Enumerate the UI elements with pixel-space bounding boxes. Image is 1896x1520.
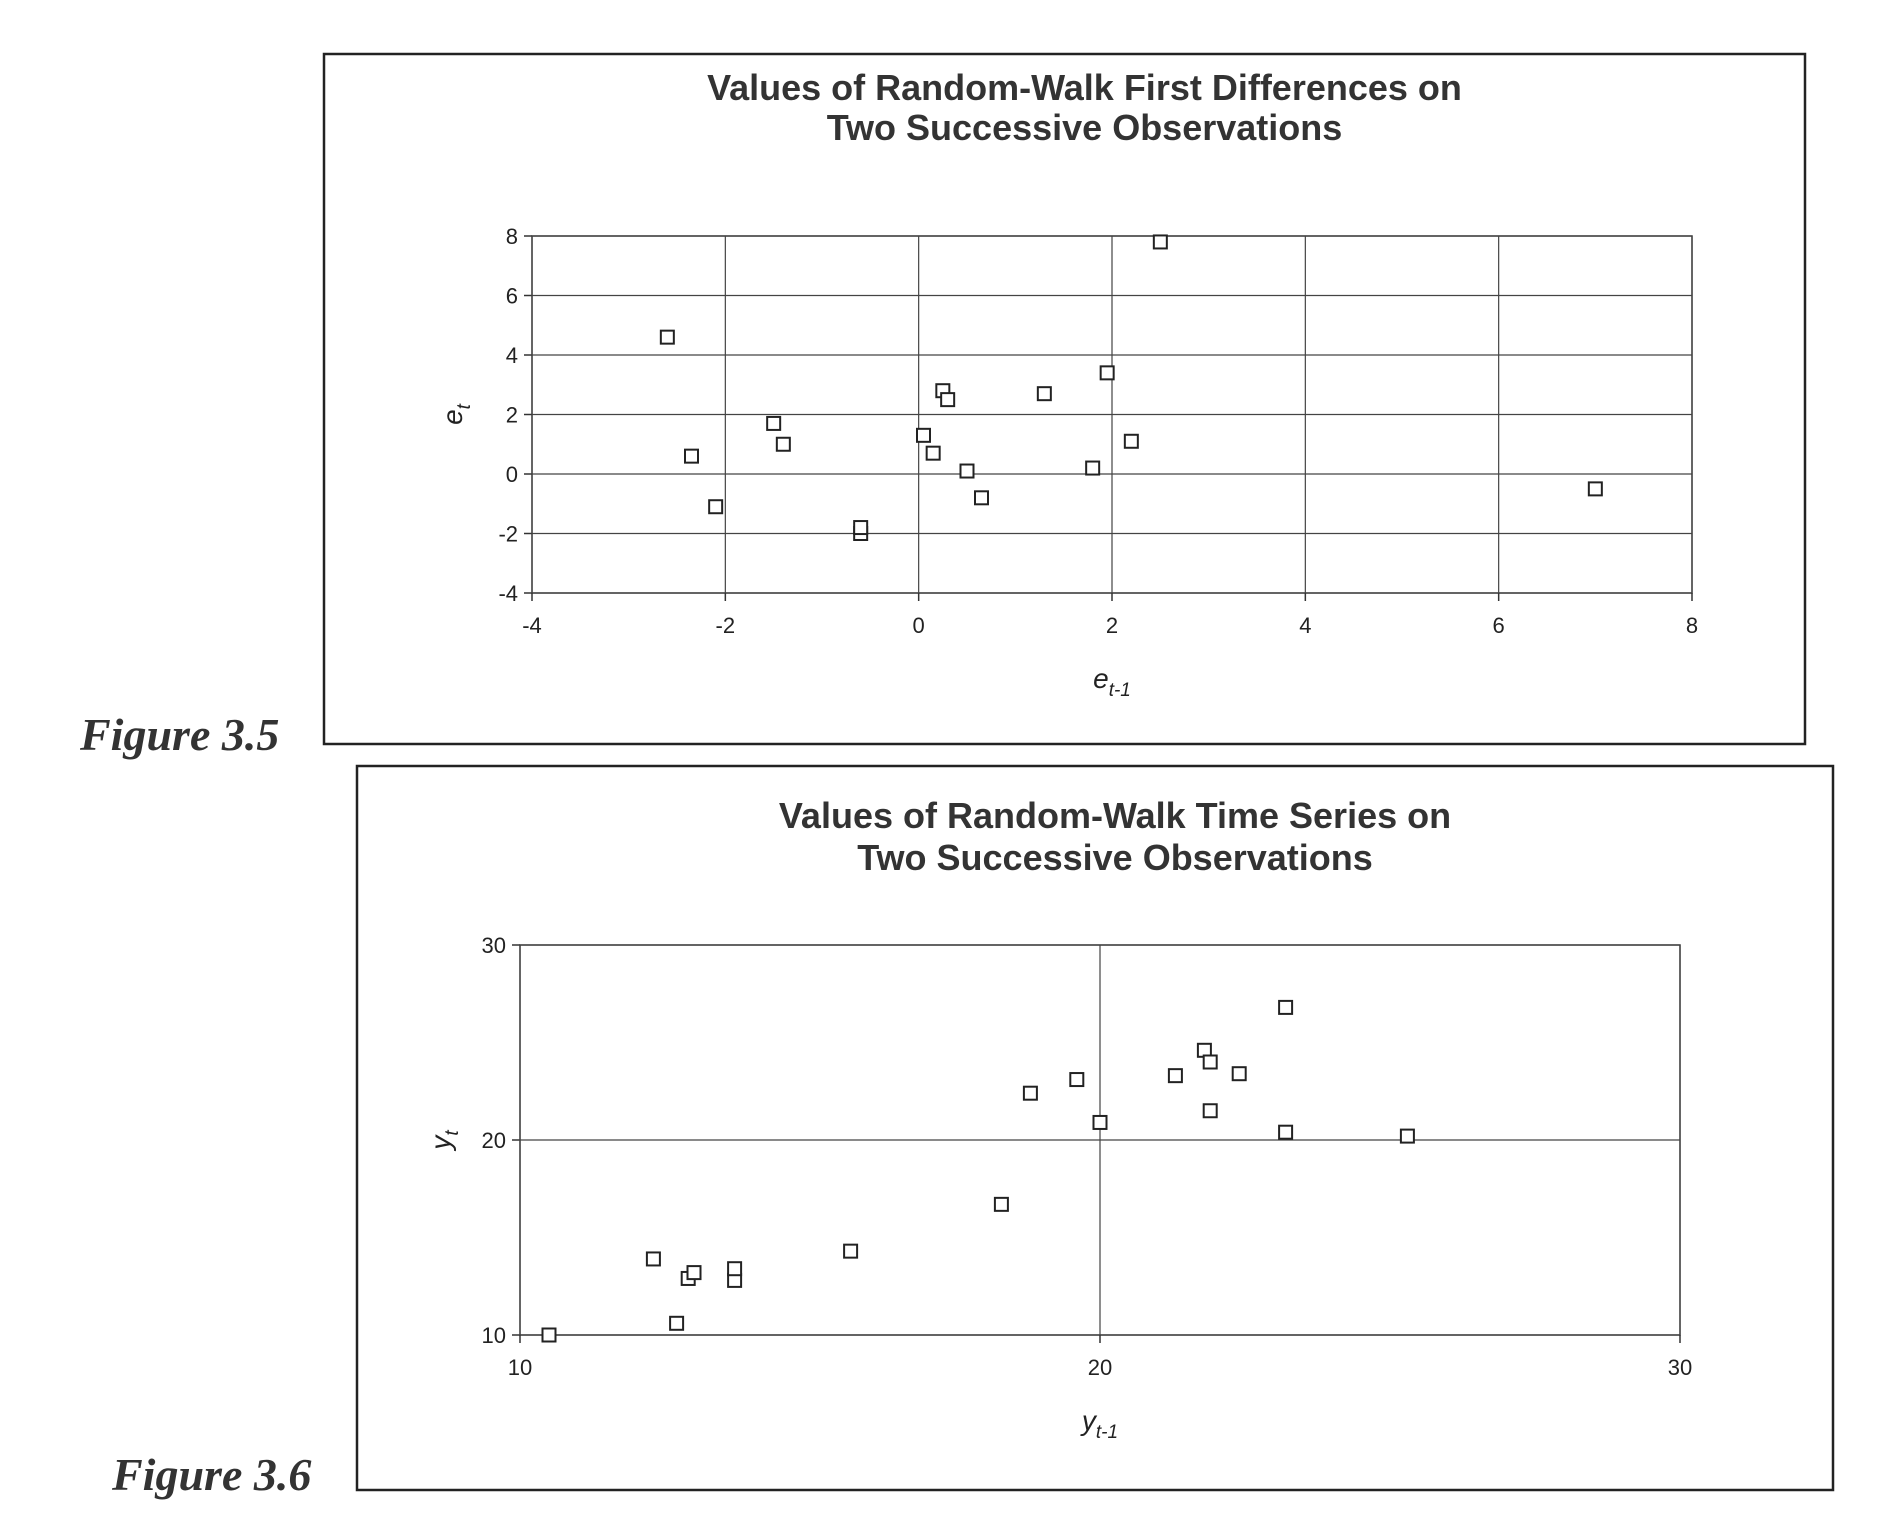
- x-tick-label: 10: [508, 1355, 532, 1380]
- data-point: [993, 1196, 1009, 1212]
- data-point: [1202, 1054, 1218, 1070]
- data-point: [686, 1265, 702, 1281]
- data-point: [940, 392, 956, 408]
- data-point: [853, 520, 869, 536]
- x-tick-label: 0: [913, 613, 925, 638]
- data-point: [1167, 1068, 1183, 1084]
- axis-label-base: y: [425, 1134, 456, 1152]
- data-point: [669, 1315, 685, 1331]
- axis-label-sub: t-1: [1096, 1422, 1118, 1443]
- data-point: [1036, 386, 1052, 402]
- chart-title: Values of Random-Walk Time Series on: [779, 795, 1451, 836]
- data-point: [708, 499, 724, 515]
- x-tick-label: 8: [1686, 613, 1698, 638]
- data-point: [1152, 234, 1168, 250]
- chart-frame: [322, 52, 1807, 746]
- y-tick-label: -4: [498, 581, 518, 606]
- axis-label: yt-1: [1080, 1405, 1118, 1443]
- axis-label-base: y: [1080, 1405, 1098, 1436]
- chart-frame: [355, 764, 1835, 1492]
- x-tick-label: 20: [1088, 1355, 1112, 1380]
- data-point: [1278, 1124, 1294, 1140]
- data-point: [925, 445, 941, 461]
- x-tick-label: 2: [1106, 613, 1118, 638]
- data-point: [1278, 999, 1294, 1015]
- y-tick-label: 8: [506, 224, 518, 249]
- data-point: [1587, 481, 1603, 497]
- axis-label-sub: t: [442, 1130, 463, 1136]
- data-point: [645, 1251, 661, 1267]
- data-point: [1123, 433, 1139, 449]
- chart-title: Two Successive Observations: [827, 107, 1343, 148]
- y-tick-label: 10: [482, 1323, 506, 1348]
- axis-label-sub: t-1: [1109, 680, 1131, 701]
- x-tick-label: 30: [1668, 1355, 1692, 1380]
- axis-label: et-1: [1093, 663, 1131, 701]
- data-point: [1231, 1066, 1247, 1082]
- data-point: [541, 1327, 557, 1343]
- data-point: [1022, 1085, 1038, 1101]
- data-point: [916, 427, 931, 443]
- y-tick-label: 6: [506, 284, 518, 309]
- y-tick-label: -2: [498, 522, 518, 547]
- data-point: [843, 1243, 859, 1259]
- data-point: [974, 490, 989, 506]
- figure-caption: Figure 3.5: [79, 709, 279, 760]
- data-point: [959, 463, 975, 479]
- data-point: [766, 415, 782, 431]
- y-tick-label: 2: [506, 403, 518, 428]
- axis-label-base: e: [437, 409, 468, 425]
- chart-title: Values of Random-Walk First Differences …: [707, 67, 1462, 108]
- x-tick-label: -4: [522, 613, 542, 638]
- data-point: [1085, 460, 1101, 476]
- y-tick-label: 30: [482, 933, 506, 958]
- data-point: [1399, 1128, 1415, 1144]
- x-tick-label: 6: [1493, 613, 1505, 638]
- figure-caption: Figure 3.6: [111, 1449, 311, 1500]
- axis-label: yt: [425, 1130, 463, 1152]
- data-point: [659, 329, 675, 345]
- data-point: [727, 1261, 743, 1277]
- axis-label-base: e: [1093, 663, 1109, 694]
- data-point: [1092, 1114, 1108, 1130]
- axis-label: et: [437, 403, 475, 425]
- data-point: [1069, 1072, 1085, 1088]
- data-point: [775, 436, 791, 452]
- x-tick-label: 4: [1299, 613, 1311, 638]
- y-tick-label: 20: [482, 1128, 506, 1153]
- x-tick-label: -2: [716, 613, 736, 638]
- chart-title: Two Successive Observations: [857, 837, 1373, 878]
- data-point: [1202, 1103, 1218, 1119]
- y-tick-label: 4: [506, 343, 518, 368]
- data-point: [1099, 365, 1115, 381]
- axis-label-sub: t: [454, 403, 475, 409]
- data-point: [684, 448, 699, 464]
- y-tick-label: 0: [506, 462, 518, 487]
